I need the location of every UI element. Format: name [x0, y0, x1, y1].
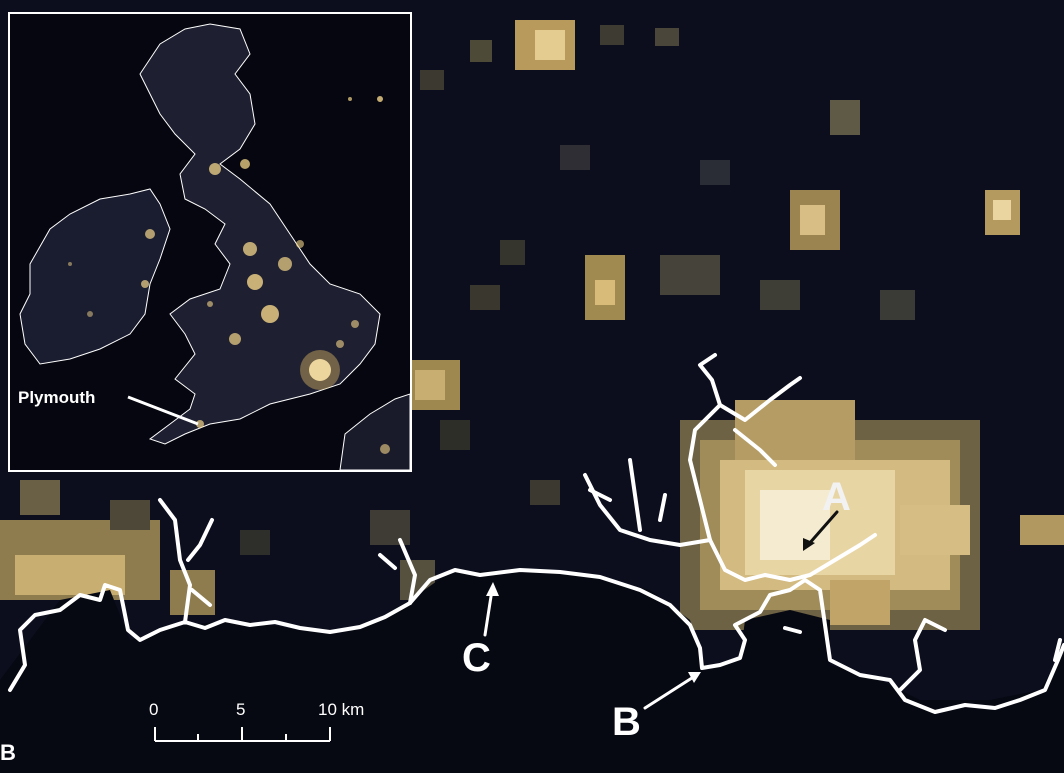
france-landmass: [339, 393, 410, 470]
britain-landmass: [139, 23, 381, 445]
annotation-arrows: [483, 510, 839, 710]
scale-tick-5: 5: [236, 700, 246, 719]
sea-area: [0, 570, 1064, 773]
plymouth-pointer: [127, 395, 199, 426]
label-b: B: [612, 700, 641, 744]
arrow-b-head: [688, 672, 701, 683]
label-a: A: [822, 475, 851, 519]
scale-tick-0: 0: [149, 700, 159, 719]
coastline: [8, 353, 1064, 714]
ireland-landmass: [19, 188, 171, 365]
arrow-c: [483, 588, 494, 637]
arrow-c-head: [486, 582, 499, 596]
inset-city-lights: [68, 96, 390, 454]
scale-bar: [154, 727, 331, 742]
arrow-b: [643, 674, 697, 710]
panel-letter: B: [0, 740, 16, 765]
arrow-a: [806, 510, 839, 547]
scale-tick-10: 10 km: [318, 700, 365, 719]
arrow-a-head: [803, 538, 815, 551]
inset-canvas: [10, 14, 410, 470]
uk-inset-map: Plymouth: [8, 12, 412, 472]
plymouth-label: Plymouth: [18, 388, 96, 407]
label-c: C: [462, 636, 491, 680]
